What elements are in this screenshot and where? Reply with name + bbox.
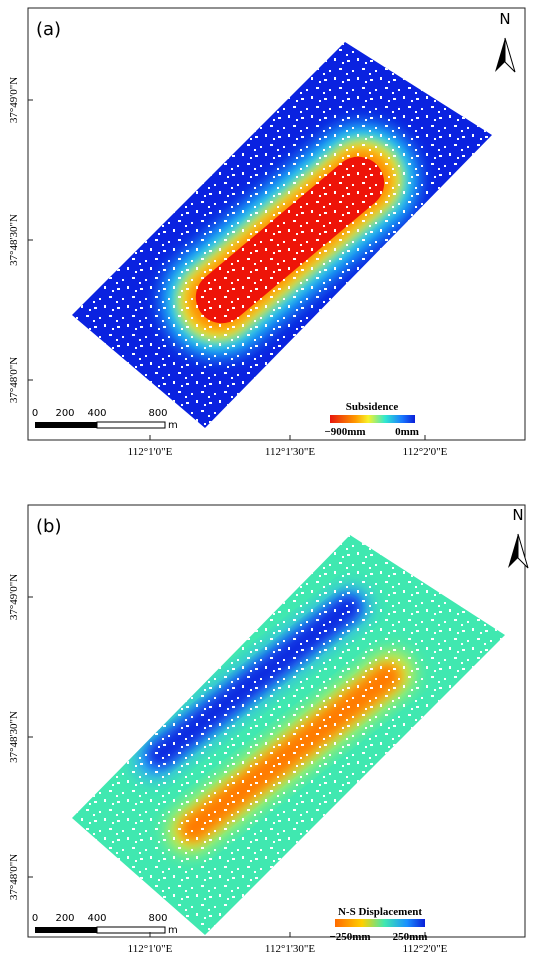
legend-colorbar: [335, 919, 425, 927]
legend-max: 0mm: [395, 426, 419, 438]
legend-colorbar: [330, 415, 415, 423]
scale-unit: m: [168, 925, 178, 936]
map-a: [27, 7, 526, 441]
north-arrow: [517, 533, 529, 569]
frame: [27, 7, 526, 441]
north-arrow: [504, 37, 516, 73]
scale-bar: [35, 927, 97, 933]
scale-label: 0: [32, 913, 38, 924]
latitude-label: 37°49'0"N: [8, 77, 20, 123]
scale-bar: [35, 422, 97, 428]
longitude-label: 112°1'30"E: [265, 943, 315, 955]
frame: [27, 504, 526, 938]
panel-label: (b): [36, 516, 61, 537]
longitude-label: 112°1'0"E: [128, 446, 173, 458]
north-label: N: [499, 10, 510, 28]
legend-min: −250mm: [329, 931, 370, 943]
legend-title: N-S Displacement: [338, 906, 422, 918]
north-arrow: [508, 534, 518, 568]
legend-max: 250mm: [393, 931, 428, 943]
legend-title: Subsidence: [346, 401, 399, 413]
longitude-label: 112°2'0"E: [403, 943, 448, 955]
longitude-label: 112°1'0"E: [128, 943, 173, 955]
scale-label: 400: [87, 408, 106, 419]
latitude-label: 37°48'0"N: [8, 854, 20, 900]
scale-bar: [96, 926, 166, 934]
latitude-label: 37°49'0"N: [8, 574, 20, 620]
scale-label: 800: [148, 408, 167, 419]
latitude-label: 37°48'30"N: [8, 214, 20, 266]
map-b: [27, 504, 529, 938]
north-label: N: [512, 506, 523, 524]
scale-label: 400: [87, 913, 106, 924]
panel-label: (a): [36, 19, 61, 40]
scale-label: 200: [55, 408, 74, 419]
subsidence-points: [72, 42, 492, 428]
latitude-label: 37°48'30"N: [8, 711, 20, 763]
scale-label: 800: [148, 913, 167, 924]
displacement-points: [72, 535, 505, 935]
north-arrow: [495, 38, 505, 72]
scale-label: 200: [55, 913, 74, 924]
longitude-label: 112°2'0"E: [403, 446, 448, 458]
latitude-label: 37°48'0"N: [8, 357, 20, 403]
scale-bar: [96, 421, 166, 429]
scale-unit: m: [168, 420, 178, 431]
scale-label: 0: [32, 408, 38, 419]
longitude-label: 112°1'30"E: [265, 446, 315, 458]
legend-min: −900mm: [324, 426, 365, 438]
